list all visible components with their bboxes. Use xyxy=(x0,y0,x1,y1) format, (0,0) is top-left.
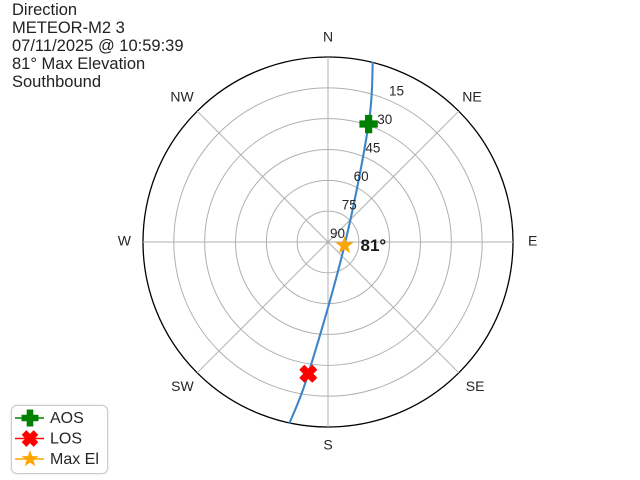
svg-text:Max El: Max El xyxy=(50,451,99,468)
svg-text:75: 75 xyxy=(342,198,357,213)
svg-text:81°: 81° xyxy=(361,236,387,255)
svg-text:NE: NE xyxy=(462,88,481,104)
svg-text:45: 45 xyxy=(365,141,380,156)
svg-text:30: 30 xyxy=(377,112,392,127)
svg-text:W: W xyxy=(118,233,132,249)
svg-text:SE: SE xyxy=(466,378,485,394)
svg-text:90: 90 xyxy=(330,226,345,241)
svg-text:LOS: LOS xyxy=(50,431,82,448)
svg-text:N: N xyxy=(323,29,333,45)
svg-text:60: 60 xyxy=(354,169,369,184)
svg-text:E: E xyxy=(528,233,537,249)
svg-text:S: S xyxy=(323,437,332,453)
svg-text:15: 15 xyxy=(389,84,404,99)
svg-text:SW: SW xyxy=(171,378,194,394)
svg-text:AOS: AOS xyxy=(50,410,84,427)
